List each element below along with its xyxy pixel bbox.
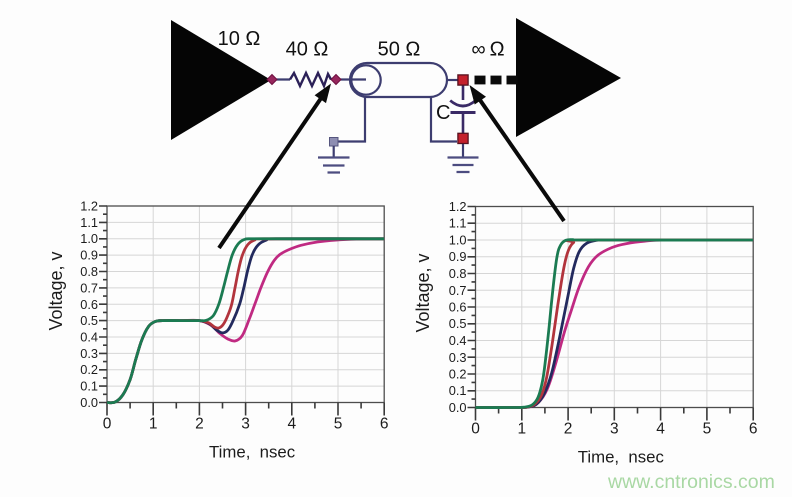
svg-text:0.6: 0.6 bbox=[80, 297, 98, 312]
svg-text:∞ Ω: ∞ Ω bbox=[471, 39, 504, 61]
svg-text:1.1: 1.1 bbox=[449, 216, 467, 231]
svg-text:3: 3 bbox=[241, 416, 250, 433]
svg-text:10 Ω: 10 Ω bbox=[218, 28, 261, 50]
svg-text:1: 1 bbox=[517, 421, 526, 438]
svg-text:0.1: 0.1 bbox=[449, 383, 467, 398]
svg-text:0.0: 0.0 bbox=[449, 400, 467, 415]
svg-text:Time, nsec: Time, nsec bbox=[578, 448, 664, 467]
svg-text:0.2: 0.2 bbox=[449, 367, 467, 382]
svg-text:0.9: 0.9 bbox=[449, 249, 467, 264]
svg-text:4: 4 bbox=[656, 421, 665, 438]
svg-text:0.8: 0.8 bbox=[449, 266, 467, 281]
svg-text:0: 0 bbox=[103, 416, 112, 433]
svg-text:4: 4 bbox=[287, 416, 296, 433]
svg-text:0.5: 0.5 bbox=[80, 313, 98, 328]
svg-text:C: C bbox=[436, 102, 450, 124]
svg-text:3: 3 bbox=[610, 421, 619, 438]
svg-text:0.9: 0.9 bbox=[80, 248, 98, 263]
svg-text:0.3: 0.3 bbox=[449, 350, 467, 365]
svg-text:0.6: 0.6 bbox=[449, 300, 467, 315]
svg-text:6: 6 bbox=[380, 416, 389, 433]
svg-text:0.7: 0.7 bbox=[80, 280, 98, 295]
svg-text:40 Ω: 40 Ω bbox=[286, 39, 329, 61]
svg-text:1.0: 1.0 bbox=[449, 233, 467, 248]
svg-text:2: 2 bbox=[564, 421, 573, 438]
svg-text:2: 2 bbox=[195, 416, 204, 433]
svg-text:0.7: 0.7 bbox=[449, 283, 467, 298]
svg-text:0.1: 0.1 bbox=[80, 379, 98, 394]
svg-text:1.2: 1.2 bbox=[80, 199, 98, 214]
svg-text:0.2: 0.2 bbox=[80, 362, 98, 377]
svg-text:www.cntronics.com: www.cntronics.com bbox=[607, 471, 775, 493]
svg-text:0.0: 0.0 bbox=[80, 395, 98, 410]
svg-text:0.5: 0.5 bbox=[449, 316, 467, 331]
svg-text:Time, nsec: Time, nsec bbox=[209, 443, 295, 462]
svg-text:1.1: 1.1 bbox=[80, 215, 98, 230]
svg-text:1.0: 1.0 bbox=[80, 231, 98, 246]
svg-text:5: 5 bbox=[703, 421, 712, 438]
svg-text:0.3: 0.3 bbox=[80, 346, 98, 361]
svg-text:Voltage, v: Voltage, v bbox=[413, 253, 433, 332]
svg-text:6: 6 bbox=[749, 421, 758, 438]
svg-text:0.8: 0.8 bbox=[80, 264, 98, 279]
svg-text:0.4: 0.4 bbox=[449, 333, 467, 348]
svg-text:1.2: 1.2 bbox=[449, 199, 467, 214]
svg-text:5: 5 bbox=[334, 416, 343, 433]
svg-text:1: 1 bbox=[149, 416, 158, 433]
svg-text:Voltage, v: Voltage, v bbox=[46, 251, 66, 330]
svg-text:0: 0 bbox=[471, 421, 480, 438]
svg-text:50 Ω: 50 Ω bbox=[378, 39, 421, 61]
svg-text:0.4: 0.4 bbox=[80, 330, 98, 345]
